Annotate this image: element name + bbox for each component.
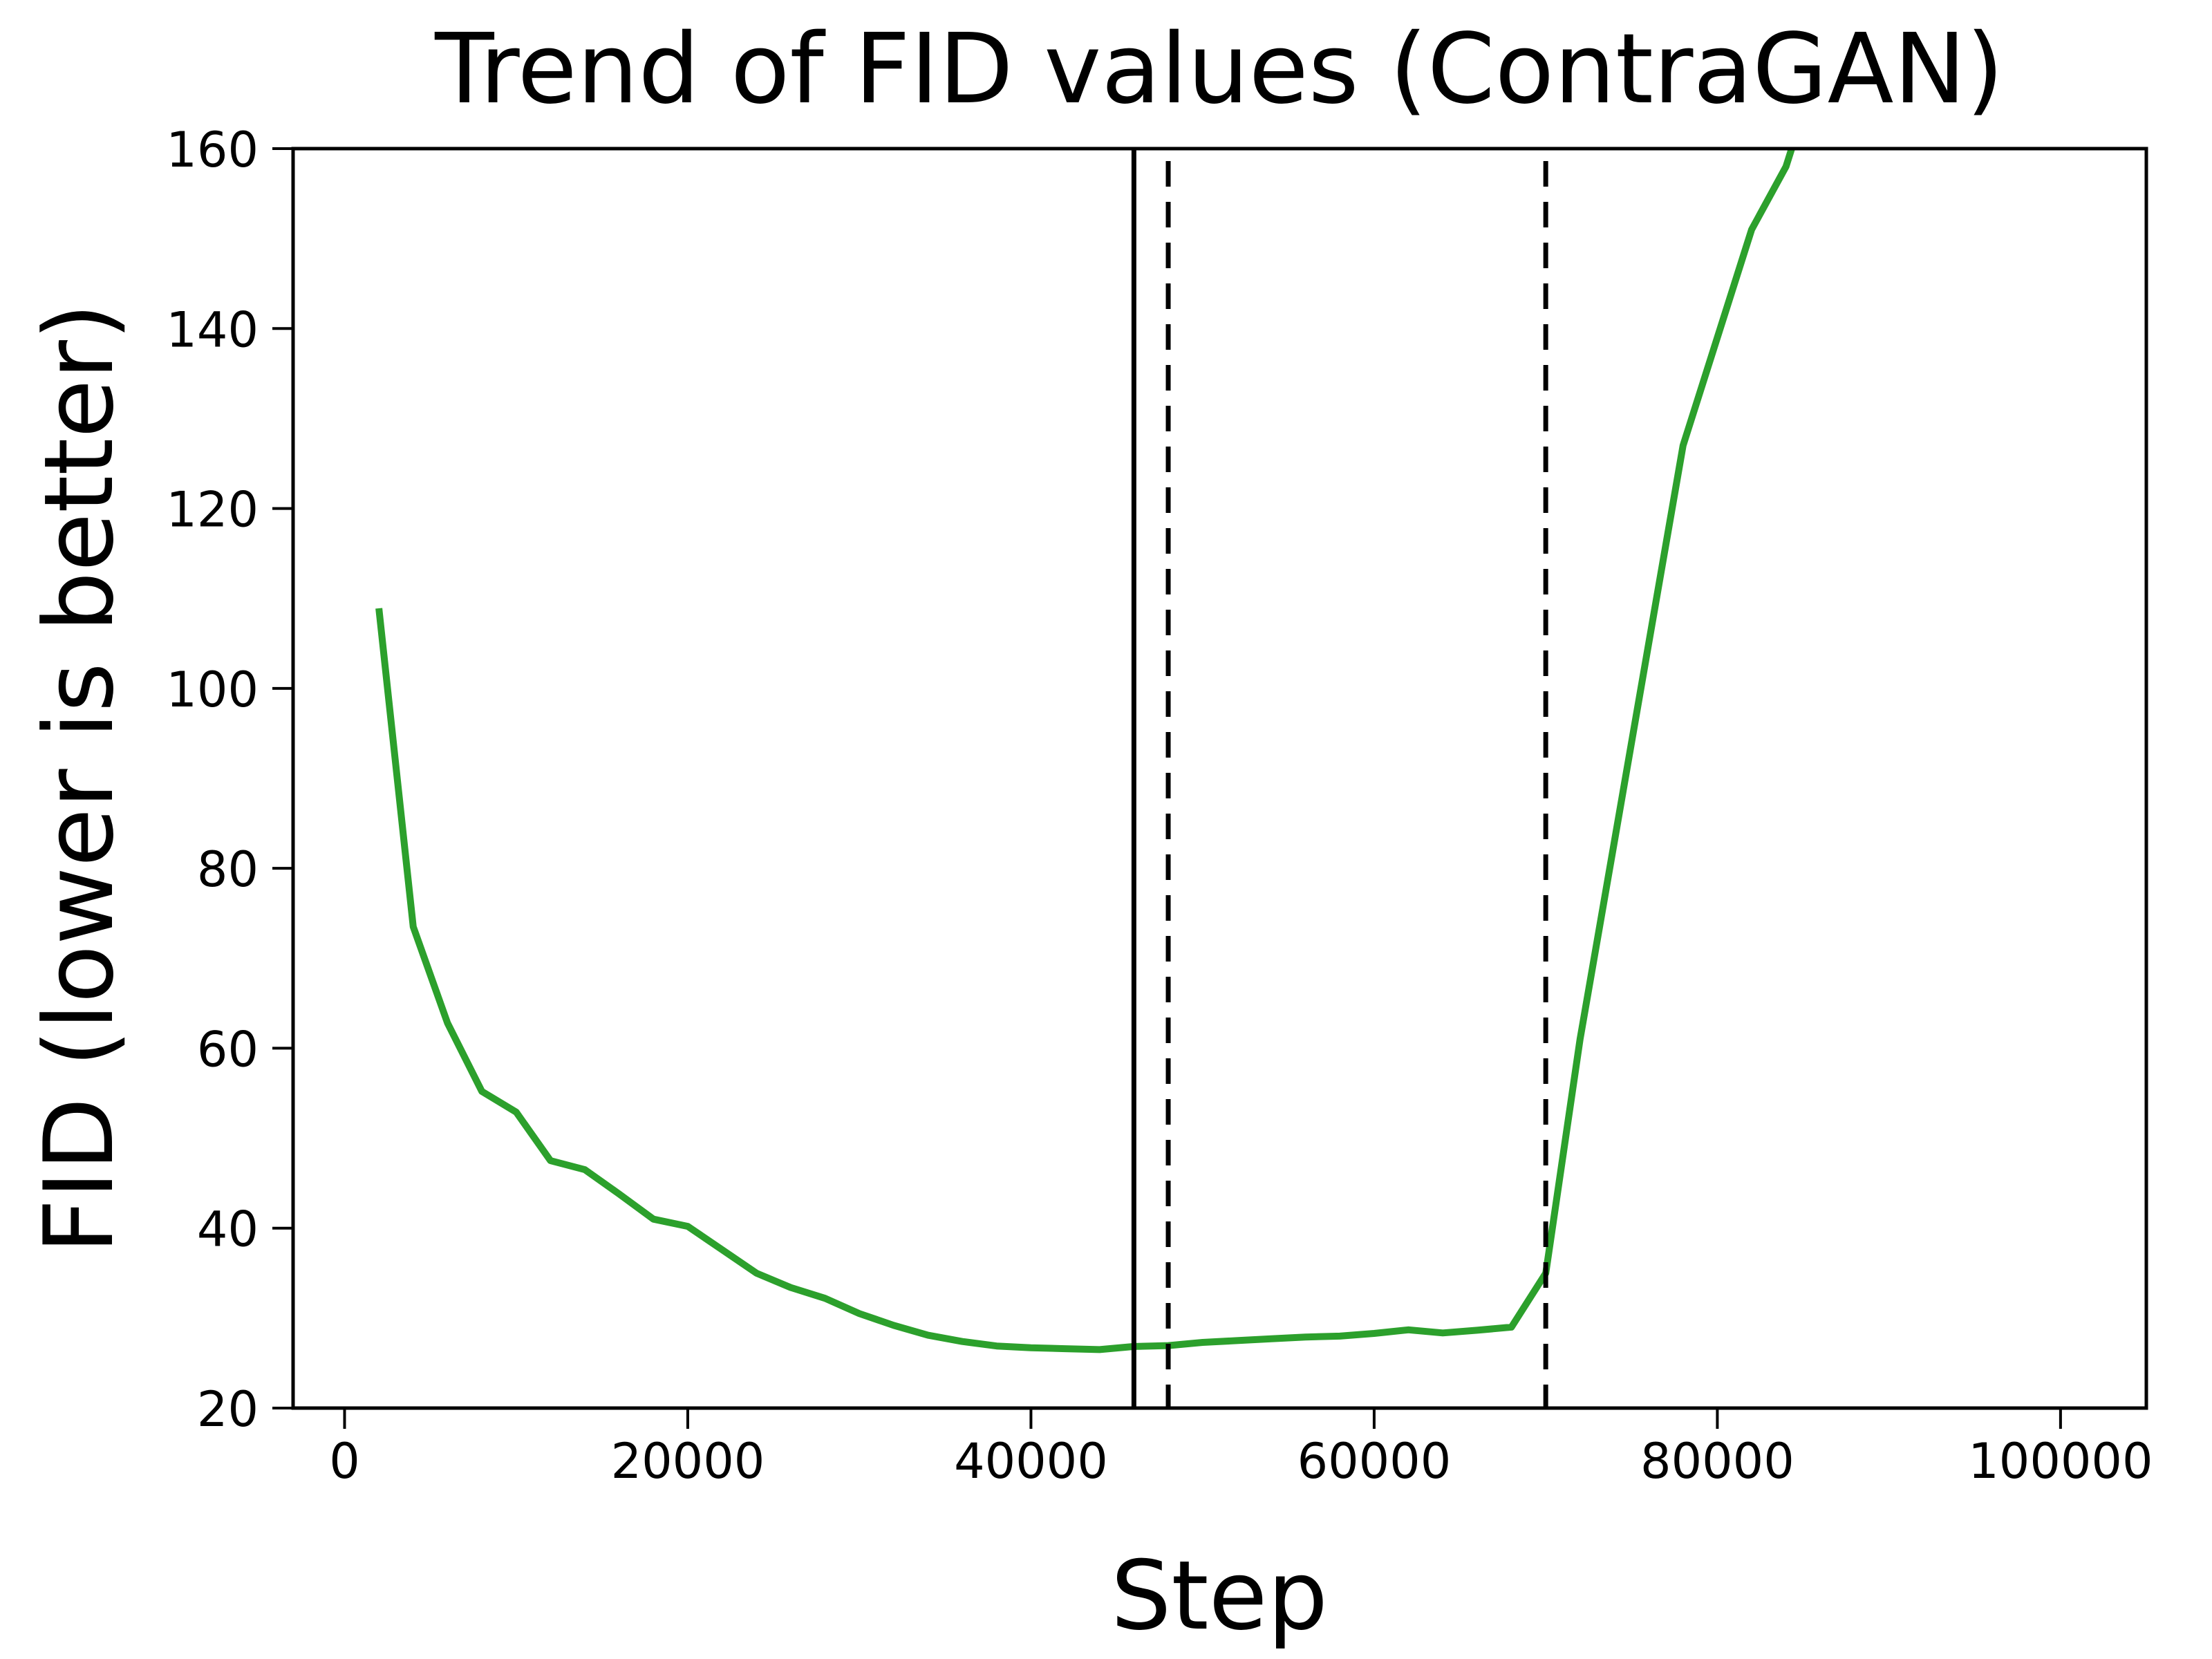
series-layer bbox=[375, 149, 1796, 1353]
chart-title: Trend of FID values (ContraGAN) bbox=[434, 13, 2004, 126]
y-tick-label: 80 bbox=[197, 841, 259, 898]
vlines-layer bbox=[1131, 149, 1548, 1408]
x-axis-label: Step bbox=[1111, 1540, 1328, 1651]
fid-line bbox=[375, 149, 1796, 1353]
y-tick-label: 100 bbox=[166, 662, 259, 718]
y-tick-label: 160 bbox=[166, 122, 259, 178]
y-tick-label: 140 bbox=[166, 301, 259, 358]
y-axis-label: FID (lower is better) bbox=[24, 303, 135, 1254]
x-tick-label: 40000 bbox=[954, 1433, 1108, 1490]
x-tick-label: 60000 bbox=[1297, 1433, 1452, 1490]
x-tick-label: 80000 bbox=[1640, 1433, 1794, 1490]
x-tick-label: 100000 bbox=[1968, 1433, 2153, 1490]
x-tick-label: 0 bbox=[329, 1433, 360, 1490]
y-tick-label: 120 bbox=[166, 482, 259, 538]
plot-border bbox=[291, 147, 2148, 1410]
y-tick-label: 40 bbox=[197, 1201, 259, 1258]
x-tick-label: 20000 bbox=[611, 1433, 765, 1490]
axes-layer: 0 20000 40000 60000 80000 100000 20 40 60 80 100 12… bbox=[166, 122, 2153, 1490]
y-tick-label: 20 bbox=[197, 1381, 259, 1438]
y-tick-label: 60 bbox=[197, 1021, 259, 1078]
